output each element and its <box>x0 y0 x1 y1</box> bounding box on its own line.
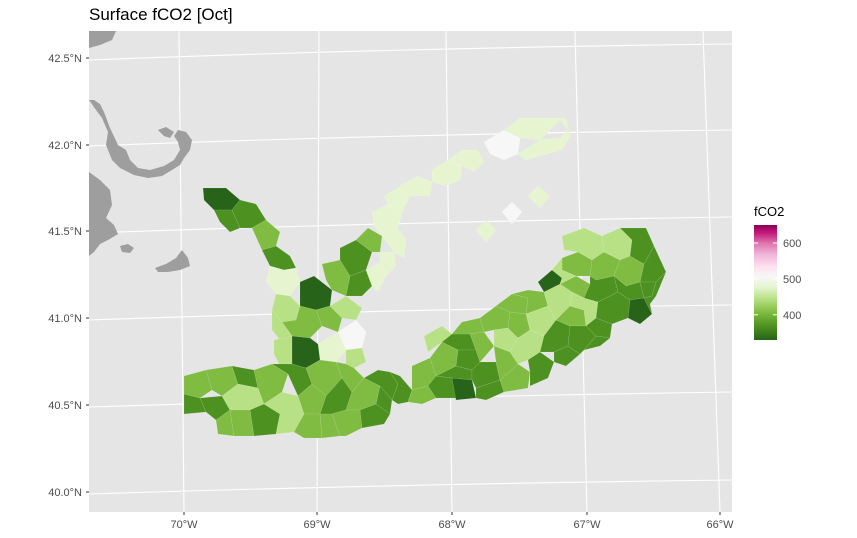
x-tick-label: 67°W <box>573 519 601 531</box>
y-axis: 42.5°N 42.0°N 41.5°N 41.0°N 40.5°N 40.0°… <box>48 53 89 499</box>
legend-label: 600 <box>783 238 801 250</box>
y-tick-label: 41.5°N <box>48 226 82 238</box>
fco2-cell <box>501 201 523 225</box>
fco2-cell <box>251 219 281 251</box>
fco2-cell <box>265 265 301 297</box>
land-marthas-vineyard <box>120 244 134 253</box>
legend-label: 500 <box>783 274 801 286</box>
fco2-cell <box>389 371 413 405</box>
fco2-cell <box>329 295 363 321</box>
legend: fCO2 600 500 400 <box>754 204 801 340</box>
fco2-cell <box>375 385 393 415</box>
fco2-cell <box>643 271 667 315</box>
fco2-cell <box>315 305 343 333</box>
land-cape-tip <box>158 127 174 138</box>
x-tick-label: 68°W <box>438 519 466 531</box>
fco2-cell <box>499 363 531 393</box>
fco2-cell <box>553 345 581 367</box>
fco2-cell <box>345 347 367 369</box>
fco2-cell <box>527 185 551 209</box>
y-tick-label: 40.0°N <box>48 487 82 499</box>
legend-label: 400 <box>783 310 801 322</box>
fco2-cell <box>359 403 391 429</box>
fco2-cell <box>551 257 577 285</box>
x-axis: 70°W 69°W 68°W 67°W 66°W <box>170 512 734 531</box>
fco2-cell <box>355 227 383 253</box>
legend-ticks <box>754 242 777 316</box>
fco2-cell <box>183 369 213 399</box>
fco2-cell <box>447 149 485 173</box>
fco2-cell <box>517 117 571 161</box>
fco2-cell <box>475 219 497 243</box>
map-title: Surface fCO2 [Oct] <box>89 5 233 24</box>
fco2-cells <box>183 117 667 439</box>
x-tick-label: 69°W <box>303 519 331 531</box>
fco2-cell <box>407 385 437 405</box>
land-nantucket <box>155 250 190 272</box>
fco2-cell <box>583 335 611 351</box>
land-cape-cod <box>89 100 192 178</box>
y-tick-label: 42.5°N <box>48 53 82 65</box>
legend-colorbar <box>754 225 777 340</box>
y-tick-label: 42.0°N <box>48 140 82 152</box>
land-coast-north <box>89 31 116 48</box>
fco2-cell <box>345 269 373 297</box>
land-mainland-south <box>89 172 118 256</box>
x-tick-label: 66°W <box>706 519 734 531</box>
x-tick-label: 70°W <box>170 519 198 531</box>
fco2-cell <box>365 261 387 293</box>
legend-title: fCO2 <box>754 204 784 219</box>
fco2-cell <box>229 409 255 437</box>
land-masses <box>89 31 192 272</box>
fco2-cell <box>627 297 653 325</box>
y-tick-label: 41.0°N <box>48 313 82 325</box>
fco2-cell <box>451 377 477 401</box>
fco2-cell <box>469 331 495 363</box>
fco2-cell <box>397 175 433 197</box>
fco2-cell <box>213 209 241 233</box>
fco2-cell <box>585 317 613 339</box>
fco2-cell <box>383 187 411 213</box>
fco2-cell <box>379 251 397 277</box>
y-tick-label: 40.5°N <box>48 400 82 412</box>
